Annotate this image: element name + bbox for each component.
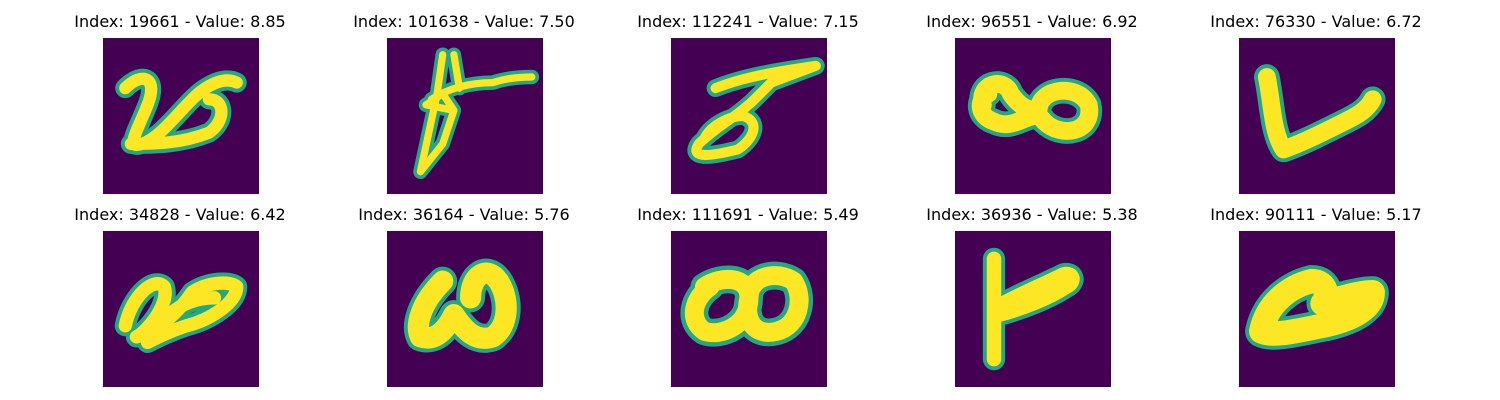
panel-title: Index: 101638 - Value: 7.50 [353,12,575,31]
panel-title: Index: 76330 - Value: 6.72 [1210,12,1422,31]
digit-image [955,231,1111,387]
digit-image [103,231,259,387]
digit-image [671,231,827,387]
panel-title: Index: 36936 - Value: 5.38 [926,205,1138,224]
digit-image [1239,38,1395,194]
digit-image [671,38,827,194]
panel-title: Index: 19661 - Value: 8.85 [74,12,286,31]
digit-image [1239,231,1395,387]
digit-image [387,38,543,194]
panel-title: Index: 112241 - Value: 7.15 [637,12,859,31]
panel-title: Index: 36164 - Value: 5.76 [358,205,570,224]
panel-title: Index: 111691 - Value: 5.49 [637,205,859,224]
digit-image [955,38,1111,194]
digit-image [387,231,543,387]
panel-title: Index: 90111 - Value: 5.17 [1210,205,1422,224]
panel-title: Index: 34828 - Value: 6.42 [74,205,286,224]
digit-image [103,38,259,194]
panel-title: Index: 96551 - Value: 6.92 [926,12,1138,31]
